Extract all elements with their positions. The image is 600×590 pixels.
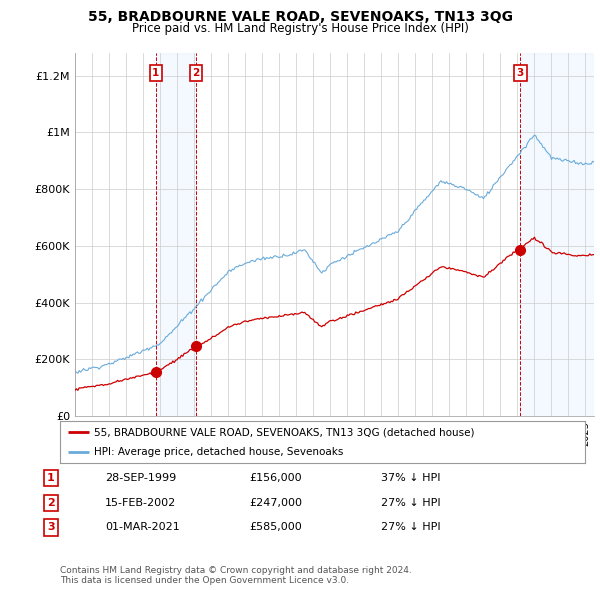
Text: 28-SEP-1999: 28-SEP-1999: [105, 473, 176, 483]
Text: 1: 1: [47, 473, 55, 483]
Text: £585,000: £585,000: [249, 523, 302, 532]
Text: 1: 1: [152, 68, 160, 78]
Text: 55, BRADBOURNE VALE ROAD, SEVENOAKS, TN13 3QG (detached house): 55, BRADBOURNE VALE ROAD, SEVENOAKS, TN1…: [94, 427, 475, 437]
Text: 27% ↓ HPI: 27% ↓ HPI: [381, 523, 440, 532]
Text: Contains HM Land Registry data © Crown copyright and database right 2024.
This d: Contains HM Land Registry data © Crown c…: [60, 566, 412, 585]
Text: Price paid vs. HM Land Registry's House Price Index (HPI): Price paid vs. HM Land Registry's House …: [131, 22, 469, 35]
Text: 01-MAR-2021: 01-MAR-2021: [105, 523, 180, 532]
Text: 3: 3: [47, 523, 55, 532]
Text: £156,000: £156,000: [249, 473, 302, 483]
Text: 15-FEB-2002: 15-FEB-2002: [105, 498, 176, 507]
Text: HPI: Average price, detached house, Sevenoaks: HPI: Average price, detached house, Seve…: [94, 447, 343, 457]
Text: £247,000: £247,000: [249, 498, 302, 507]
Bar: [156, 53, 196, 416]
Text: 55, BRADBOURNE VALE ROAD, SEVENOAKS, TN13 3QG: 55, BRADBOURNE VALE ROAD, SEVENOAKS, TN1…: [88, 10, 512, 24]
Text: 27% ↓ HPI: 27% ↓ HPI: [381, 498, 440, 507]
Text: 2: 2: [193, 68, 200, 78]
Bar: [520, 53, 594, 416]
Text: 3: 3: [517, 68, 524, 78]
Text: 37% ↓ HPI: 37% ↓ HPI: [381, 473, 440, 483]
Text: 2: 2: [47, 498, 55, 507]
